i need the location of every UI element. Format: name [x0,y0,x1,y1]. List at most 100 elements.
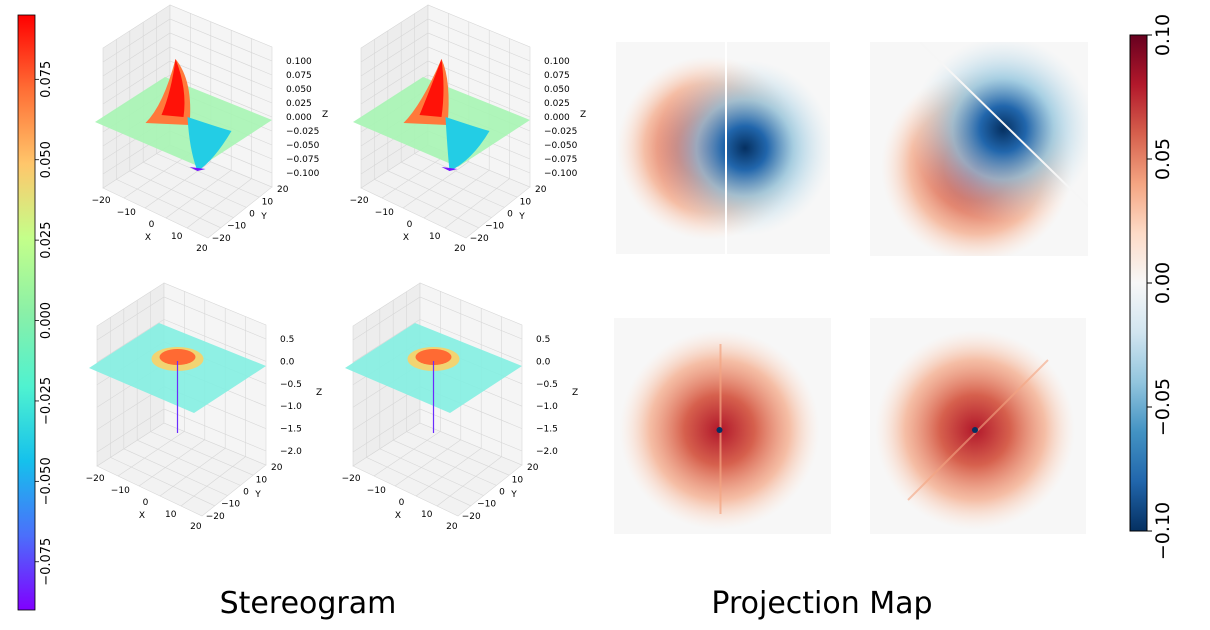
y-axis-label: Y [254,490,261,500]
grid-line [360,46,531,91]
left-colorbar-tick-label: 0.075 [39,61,54,98]
z-tick-label: 0.000 [286,113,312,123]
grid-line [137,439,241,486]
right-colorbar-tick-label: 0.05 [1152,138,1174,180]
y-tick-label: 0 [507,210,513,220]
z-tick-label: 0.5 [280,335,294,345]
z-tick-label: −2.0 [280,447,302,457]
y-tick-label: −20 [470,234,489,244]
heatmap-top-left [616,42,830,254]
grid-line [394,439,461,487]
z-tick-label: 0.100 [544,57,570,67]
surface-ring-crest [159,349,196,365]
y-tick-label: 0 [243,488,249,498]
x-axis-label: X [395,511,401,521]
left-colorbar-tick-label: 0.025 [39,222,54,259]
right-colorbar-tick-label: −0.05 [1152,378,1174,436]
x-tick-label: 20 [446,522,458,532]
grid-line [102,32,273,77]
split-line [919,42,1088,207]
x-tick-label: 0 [149,220,155,230]
grid-line [406,431,510,476]
grid-line [102,60,273,105]
grid-line [381,153,449,199]
right-colorbar: −0.10 −0.05 0.00 0.05 0.10 [1129,14,1174,560]
negative-lobe [657,60,830,236]
left-colorbar-tick-label: −0.075 [39,538,54,586]
x-tick-label: −10 [375,208,394,218]
z-tick-label: −0.075 [544,155,577,165]
z-axis-label: Z [580,110,586,120]
z-tick-label: −0.100 [286,169,320,179]
grid-line [159,447,226,497]
x-tick-label: 10 [171,232,183,242]
x-tick-label: −20 [342,474,361,484]
grid-line [401,161,505,208]
y-tick-label: 20 [535,185,547,195]
grid-line [123,153,191,199]
x-tick-label: 10 [429,232,441,242]
grid-line [143,161,247,208]
z-tick-label: −0.100 [544,169,578,179]
surface-peak [419,59,444,117]
x-tick-label: −20 [86,474,105,484]
grid-line [116,179,221,229]
right-colorbar-bar [1129,34,1148,532]
left-colorbar-tick-label: 0.050 [39,141,54,178]
y-tick-label: 0 [249,210,255,220]
heatmap-top-right [870,42,1088,256]
x-tick-label: −20 [350,196,369,206]
grid-line [117,431,185,477]
z-tick-label: −0.025 [544,127,577,137]
grid-line [123,448,228,496]
surface-negative-lobe [445,117,490,171]
surface-trough [189,167,206,171]
y-tick-label: −10 [477,500,496,510]
caption-projection-map: Projection Map [711,586,932,621]
grid-line [352,319,523,363]
y-axis-label: Y [518,212,525,222]
left-colorbar-tick-label: −0.050 [39,457,54,505]
grid-line [402,161,469,209]
grid-line [393,439,497,486]
negative-lobe [911,42,1088,221]
grid-line [379,448,484,496]
y-tick-label: −20 [206,512,225,522]
z-axis-label: Z [572,388,578,398]
x-axis-label: X [139,511,145,521]
grid-line [102,46,273,91]
z-tick-label: −1.5 [536,425,558,435]
grid-line [387,170,492,218]
z-tick-label: −0.5 [280,380,302,390]
grid-line [102,18,273,63]
center-singularity [972,427,978,433]
x-tick-label: −10 [367,486,386,496]
grid-line [366,457,471,507]
grid-line [360,32,531,77]
grid-line [360,18,531,63]
y-tick-label: 10 [256,475,268,485]
z-tick-label: 0.100 [286,57,312,67]
grid-line [352,408,523,453]
grid-line [165,169,232,219]
z-axis-label: Z [322,110,328,120]
grid-line [96,296,267,341]
x-axis-label: X [403,233,409,243]
z-tick-label: −1.0 [536,402,558,412]
surface-negative-lobe [187,117,232,171]
grid-line [374,179,479,229]
y-axis-label: Y [510,490,517,500]
y-tick-label: 20 [277,185,289,195]
grid-line [150,431,254,476]
z-tick-label: 0.0 [536,357,551,367]
z-tick-label: 0.025 [544,99,570,109]
y-tick-label: 20 [527,463,539,473]
grid-line [415,447,482,497]
z-tick-label: −1.5 [280,425,302,435]
y-tick-label: 10 [512,475,524,485]
z-tick-label: −0.5 [536,380,558,390]
